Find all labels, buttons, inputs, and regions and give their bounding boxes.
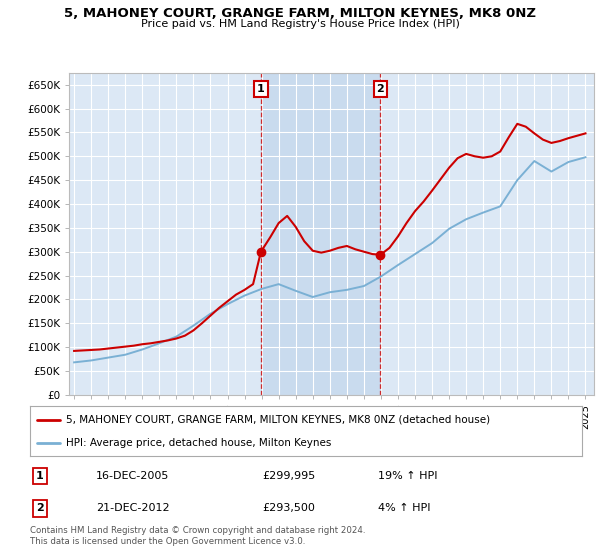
Text: £293,500: £293,500 <box>262 503 315 514</box>
Text: 1: 1 <box>36 471 44 481</box>
Text: £299,995: £299,995 <box>262 471 315 481</box>
Text: 2: 2 <box>36 503 44 514</box>
Text: 5, MAHONEY COURT, GRANGE FARM, MILTON KEYNES, MK8 0NZ (detached house): 5, MAHONEY COURT, GRANGE FARM, MILTON KE… <box>66 414 490 424</box>
Text: 21-DEC-2012: 21-DEC-2012 <box>96 503 170 514</box>
Text: 1: 1 <box>257 84 265 94</box>
Text: HPI: Average price, detached house, Milton Keynes: HPI: Average price, detached house, Milt… <box>66 438 331 448</box>
Text: Contains HM Land Registry data © Crown copyright and database right 2024.
This d: Contains HM Land Registry data © Crown c… <box>30 526 365 546</box>
Text: 2: 2 <box>377 84 384 94</box>
Bar <box>261 73 380 395</box>
Text: Price paid vs. HM Land Registry's House Price Index (HPI): Price paid vs. HM Land Registry's House … <box>140 19 460 29</box>
Text: 5, MAHONEY COURT, GRANGE FARM, MILTON KEYNES, MK8 0NZ: 5, MAHONEY COURT, GRANGE FARM, MILTON KE… <box>64 7 536 20</box>
Text: 19% ↑ HPI: 19% ↑ HPI <box>378 471 437 481</box>
Text: 16-DEC-2005: 16-DEC-2005 <box>96 471 170 481</box>
Text: 4% ↑ HPI: 4% ↑ HPI <box>378 503 430 514</box>
